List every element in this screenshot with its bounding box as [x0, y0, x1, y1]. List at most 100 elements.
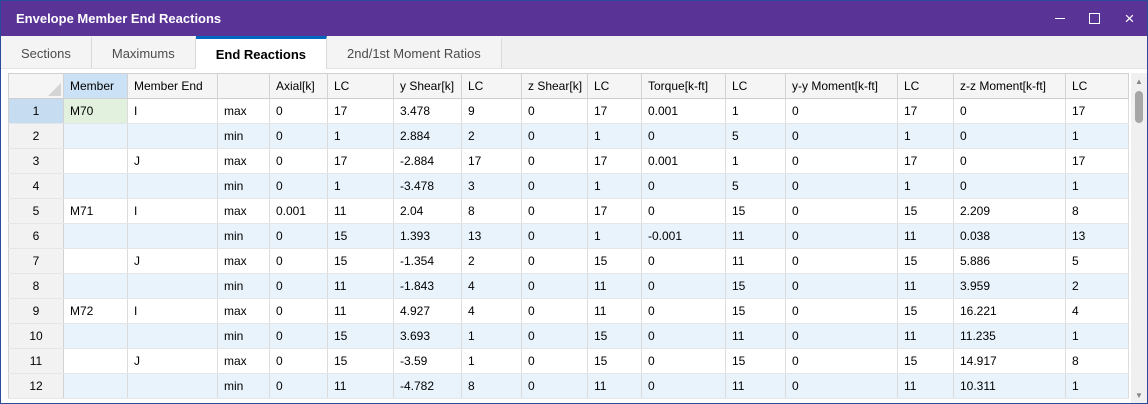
row-number[interactable]: 10 — [8, 323, 64, 349]
cell[interactable]: 17 — [1065, 148, 1129, 174]
cell[interactable]: 0 — [785, 298, 898, 324]
cell[interactable]: 15 — [327, 223, 394, 249]
cell[interactable]: 0 — [641, 323, 726, 349]
cell[interactable]: 0 — [785, 248, 898, 274]
cell[interactable]: 5.886 — [953, 248, 1066, 274]
cell[interactable]: I — [127, 198, 218, 224]
cell[interactable]: 1 — [1065, 173, 1129, 199]
column-header[interactable]: z-z Moment[k-ft] — [953, 73, 1066, 99]
cell[interactable]: 4 — [461, 273, 522, 299]
cell[interactable]: 13 — [1065, 223, 1129, 249]
cell[interactable]: 0 — [521, 98, 588, 124]
cell[interactable] — [127, 173, 218, 199]
cell[interactable]: 1 — [725, 98, 786, 124]
cell[interactable]: 17 — [461, 148, 522, 174]
vertical-scrollbar[interactable]: ▲ ▼ — [1131, 73, 1147, 403]
cell[interactable]: 17 — [1065, 98, 1129, 124]
cell[interactable]: 0 — [269, 173, 328, 199]
cell[interactable]: max — [217, 348, 270, 374]
cell[interactable]: 15 — [897, 348, 954, 374]
cell[interactable]: 0 — [269, 123, 328, 149]
cell[interactable]: 0 — [521, 298, 588, 324]
cell[interactable]: 15 — [725, 298, 786, 324]
cell[interactable]: max — [217, 198, 270, 224]
cell[interactable] — [63, 123, 128, 149]
cell[interactable]: 15 — [587, 248, 642, 274]
cell[interactable]: 0 — [641, 373, 726, 399]
minimize-button[interactable] — [1042, 1, 1077, 36]
cell[interactable]: 0 — [641, 273, 726, 299]
cell[interactable]: 0 — [521, 123, 588, 149]
cell[interactable]: 0 — [785, 348, 898, 374]
cell[interactable]: 15 — [725, 198, 786, 224]
cell[interactable]: 0 — [269, 223, 328, 249]
cell[interactable]: 1.393 — [393, 223, 462, 249]
cell[interactable]: 11 — [587, 298, 642, 324]
cell[interactable]: 1 — [587, 223, 642, 249]
cell[interactable]: 11 — [897, 323, 954, 349]
cell[interactable]: 0 — [269, 273, 328, 299]
cell[interactable]: 1 — [1065, 123, 1129, 149]
close-button[interactable]: × — [1112, 1, 1147, 36]
cell[interactable]: 0 — [269, 323, 328, 349]
cell[interactable]: min — [217, 323, 270, 349]
cell[interactable]: M71 — [63, 198, 128, 224]
cell[interactable]: -1.843 — [393, 273, 462, 299]
cell[interactable]: 10.311 — [953, 373, 1066, 399]
cell[interactable]: 0 — [521, 323, 588, 349]
cell[interactable]: 0.001 — [641, 98, 726, 124]
cell[interactable]: 17 — [587, 98, 642, 124]
maximize-button[interactable] — [1077, 1, 1112, 36]
cell[interactable]: 2.209 — [953, 198, 1066, 224]
cell[interactable]: J — [127, 248, 218, 274]
column-header[interactable]: z Shear[k] — [521, 73, 588, 99]
cell[interactable]: 4 — [1065, 298, 1129, 324]
cell[interactable] — [63, 223, 128, 249]
cell[interactable]: max — [217, 148, 270, 174]
cell[interactable]: M72 — [63, 298, 128, 324]
cell[interactable]: 0 — [953, 173, 1066, 199]
cell[interactable]: 15 — [897, 298, 954, 324]
cell[interactable]: 0 — [641, 248, 726, 274]
scroll-up-icon[interactable]: ▲ — [1135, 76, 1143, 86]
cell[interactable]: 3 — [461, 173, 522, 199]
row-number[interactable]: 6 — [8, 223, 64, 249]
row-number[interactable]: 4 — [8, 173, 64, 199]
cell[interactable]: 0 — [521, 373, 588, 399]
cell[interactable]: -3.478 — [393, 173, 462, 199]
tab-2nd-1st-moment-ratios[interactable]: 2nd/1st Moment Ratios — [327, 36, 502, 68]
cell[interactable]: 14.917 — [953, 348, 1066, 374]
cell[interactable]: 1 — [327, 173, 394, 199]
cell[interactable]: 1 — [725, 148, 786, 174]
row-number[interactable]: 1 — [8, 98, 64, 124]
cell[interactable] — [127, 323, 218, 349]
cell[interactable] — [127, 373, 218, 399]
cell[interactable]: 0 — [269, 298, 328, 324]
cell[interactable]: 2 — [461, 123, 522, 149]
tab-sections[interactable]: Sections — [1, 36, 92, 68]
cell[interactable]: 11 — [327, 373, 394, 399]
cell[interactable]: 17 — [897, 98, 954, 124]
row-number[interactable]: 12 — [8, 373, 64, 399]
cell[interactable]: 4 — [461, 298, 522, 324]
cell[interactable]: 0 — [785, 223, 898, 249]
cell[interactable]: 15 — [587, 323, 642, 349]
cell[interactable] — [63, 273, 128, 299]
cell[interactable]: 1 — [461, 348, 522, 374]
cell[interactable]: 11 — [327, 273, 394, 299]
cell[interactable]: 5 — [725, 123, 786, 149]
cell[interactable]: 0 — [641, 123, 726, 149]
cell[interactable]: 3.959 — [953, 273, 1066, 299]
cell[interactable]: -4.782 — [393, 373, 462, 399]
cell[interactable]: 0 — [953, 148, 1066, 174]
cell[interactable]: 15 — [587, 348, 642, 374]
cell[interactable]: 11 — [725, 323, 786, 349]
cell[interactable]: 17 — [897, 148, 954, 174]
column-header[interactable]: Member — [63, 73, 128, 99]
cell[interactable]: 0 — [641, 348, 726, 374]
cell[interactable]: 17 — [587, 198, 642, 224]
cell[interactable]: 0.038 — [953, 223, 1066, 249]
column-header[interactable] — [217, 73, 270, 99]
row-number[interactable]: 3 — [8, 148, 64, 174]
cell[interactable]: 8 — [461, 373, 522, 399]
